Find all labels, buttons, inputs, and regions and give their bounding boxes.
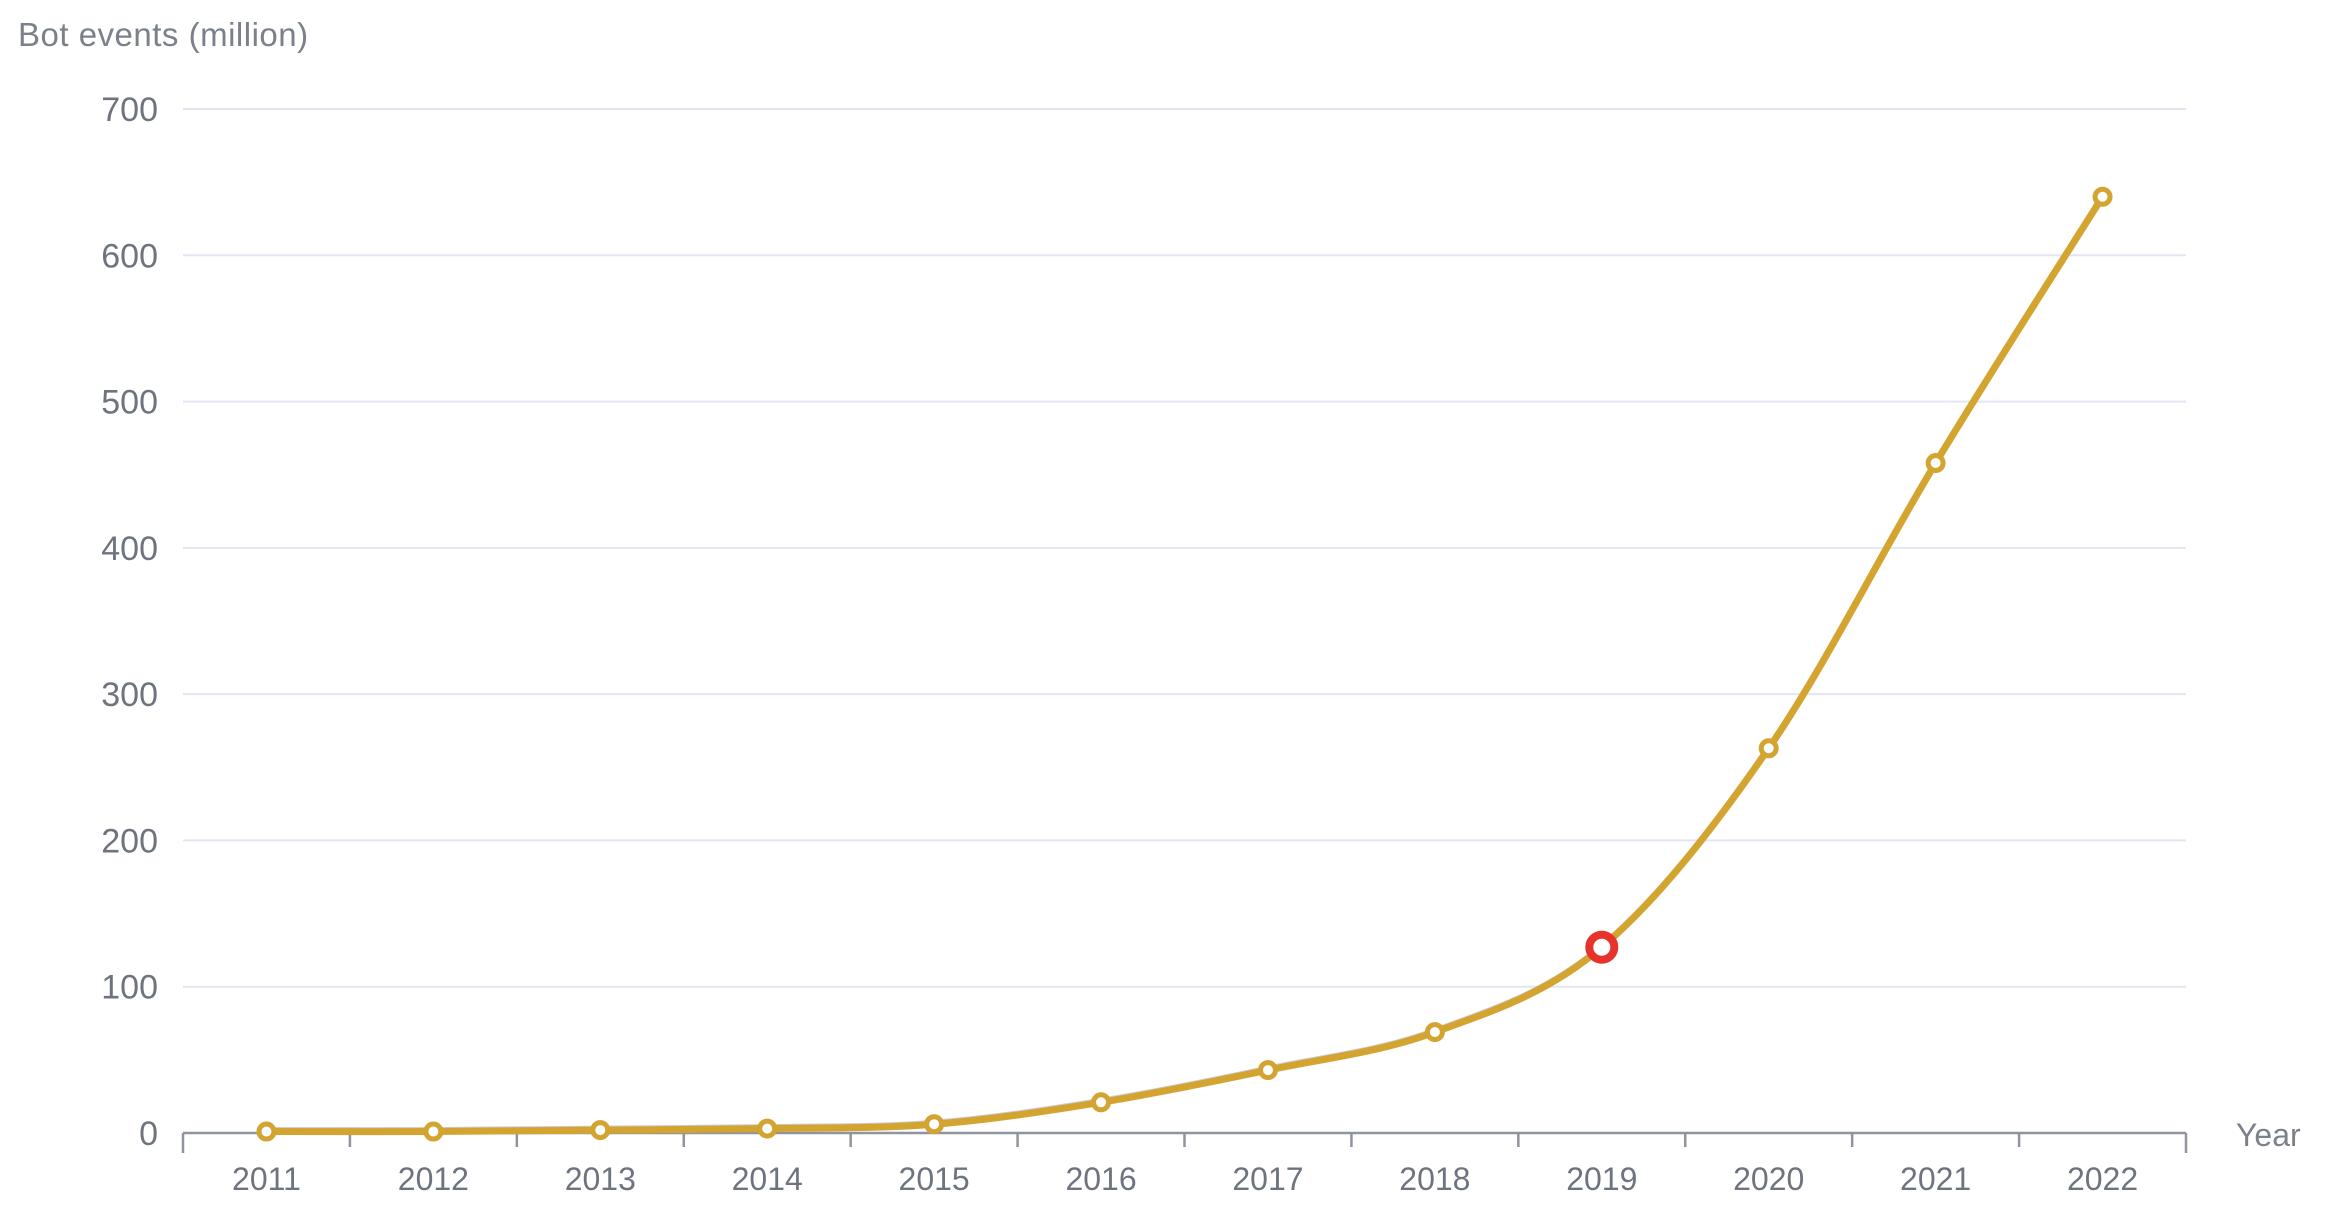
highlight-data-point: [1585, 930, 1619, 964]
x-tick-label: 2013: [565, 1161, 636, 1197]
chart-title: Bot events (million): [18, 16, 309, 53]
x-tick-label: 2021: [1900, 1161, 1971, 1197]
x-tick-label: 2020: [1733, 1161, 1804, 1197]
y-tick-label: 300: [101, 676, 158, 714]
data-point: [2092, 186, 2113, 207]
x-tick-label: 2016: [1065, 1161, 1136, 1197]
data-point: [1925, 453, 1946, 474]
y-tick-label: 500: [101, 384, 158, 422]
series-line: [262, 193, 2107, 1136]
x-tick-label: 2012: [398, 1161, 469, 1197]
y-tick-label: 100: [101, 969, 158, 1007]
data-point: [924, 1114, 945, 1135]
data-point: [1091, 1092, 1112, 1113]
x-tick-label: 2017: [1232, 1161, 1303, 1197]
x-tick-label: 2018: [1399, 1161, 1470, 1197]
data-point: [590, 1120, 611, 1141]
x-tick-label: 2022: [2067, 1161, 2138, 1197]
x-tick-label: 2015: [899, 1161, 970, 1197]
data-point: [757, 1118, 778, 1139]
y-tick-label: 200: [101, 822, 158, 860]
y-tick-label: 600: [101, 237, 158, 275]
series-line-shadow: [266, 192, 2104, 1131]
x-tick-label: 2014: [732, 1161, 803, 1197]
x-tick-label: 2011: [232, 1161, 301, 1197]
x-tick-label: 2019: [1566, 1161, 1637, 1197]
data-point: [1758, 738, 1779, 759]
y-tick-label: 700: [101, 91, 158, 129]
data-point: [1257, 1060, 1278, 1081]
data-point: [1424, 1022, 1445, 1043]
y-tick-label: 0: [139, 1115, 158, 1153]
y-tick-label: 400: [101, 530, 158, 568]
data-point: [256, 1121, 277, 1142]
x-axis-title: Year: [2236, 1117, 2301, 1153]
data-point: [423, 1121, 444, 1142]
